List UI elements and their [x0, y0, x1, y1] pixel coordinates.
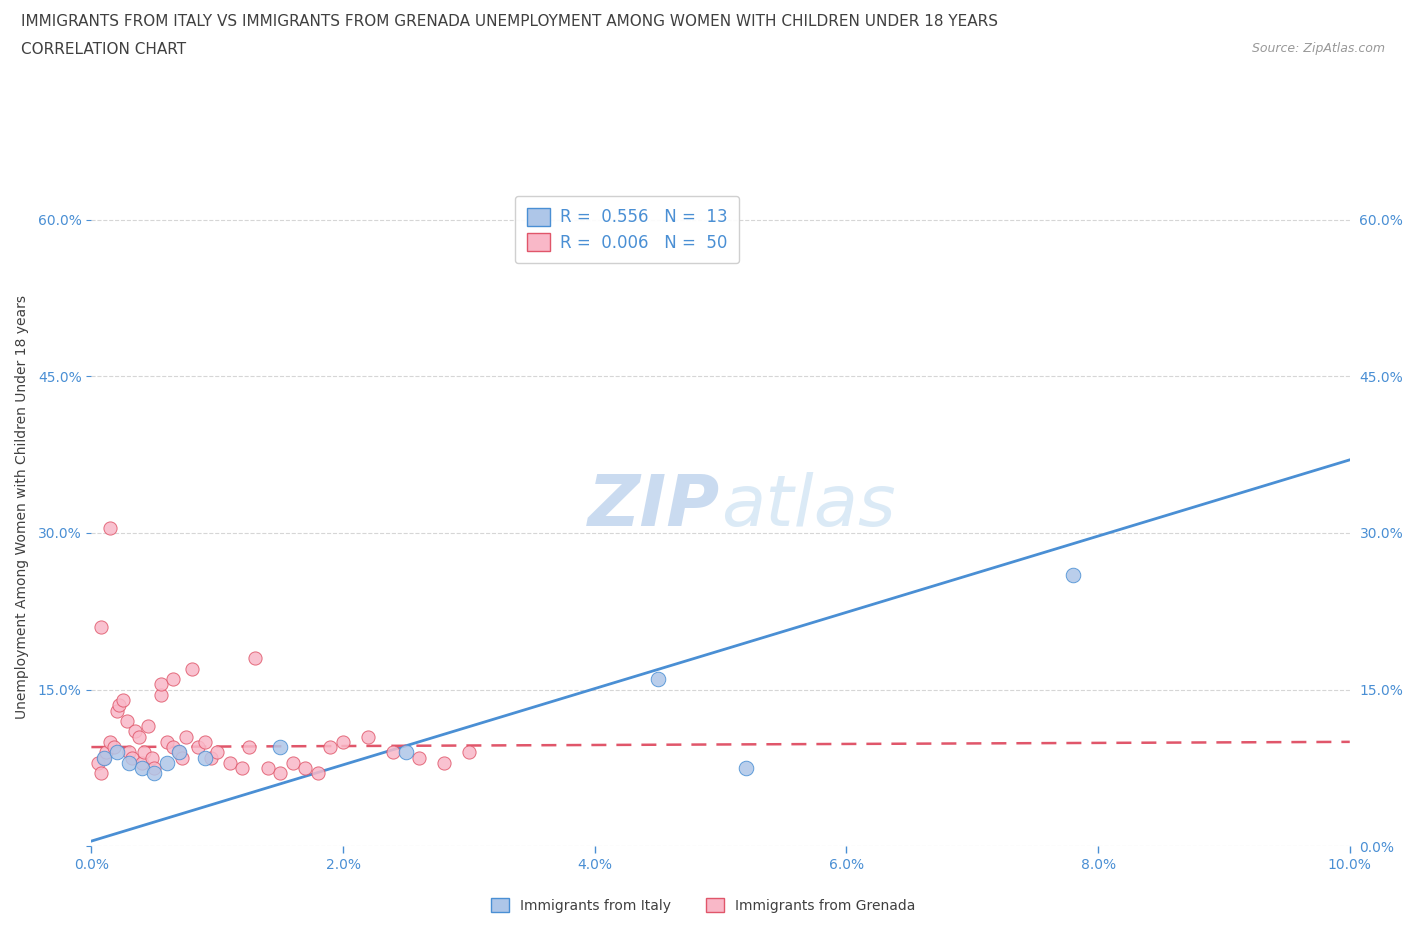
Point	[96, 745, 118, 760]
Point	[169, 745, 191, 760]
Point	[382, 745, 405, 760]
Point	[141, 751, 163, 765]
Point	[187, 739, 209, 754]
Point	[457, 745, 479, 760]
Point	[118, 755, 141, 770]
Point	[93, 751, 115, 765]
Point	[93, 751, 115, 765]
Point	[134, 745, 156, 760]
Point	[98, 735, 121, 750]
Y-axis label: Unemployment Among Women with Children Under 18 years: Unemployment Among Women with Children U…	[15, 295, 30, 719]
Point	[121, 751, 143, 765]
Point	[238, 739, 260, 754]
Point	[433, 755, 456, 770]
Point	[269, 739, 291, 754]
Point	[98, 520, 121, 535]
Text: CORRELATION CHART: CORRELATION CHART	[21, 42, 186, 57]
Point	[86, 755, 108, 770]
Point	[90, 619, 112, 634]
Point	[319, 739, 342, 754]
Point	[647, 671, 669, 686]
Legend: Immigrants from Italy, Immigrants from Grenada: Immigrants from Italy, Immigrants from G…	[485, 893, 921, 919]
Point	[395, 745, 418, 760]
Point	[294, 761, 316, 776]
Point	[200, 751, 222, 765]
Point	[408, 751, 430, 765]
Point	[143, 765, 166, 780]
Point	[128, 729, 150, 744]
Text: Source: ZipAtlas.com: Source: ZipAtlas.com	[1251, 42, 1385, 55]
Point	[194, 751, 217, 765]
Point	[332, 735, 354, 750]
Point	[194, 735, 217, 750]
Point	[156, 735, 179, 750]
Text: atlas: atlas	[720, 472, 896, 541]
Point	[256, 761, 278, 776]
Point	[105, 745, 128, 760]
Point	[307, 765, 329, 780]
Point	[174, 729, 197, 744]
Point	[131, 761, 153, 776]
Point	[205, 745, 228, 760]
Point	[108, 698, 131, 712]
Point	[90, 765, 112, 780]
Point	[281, 755, 304, 770]
Point	[105, 703, 128, 718]
Point	[218, 755, 240, 770]
Point	[103, 739, 125, 754]
Point	[169, 745, 191, 760]
Point	[124, 724, 146, 738]
Point	[162, 739, 184, 754]
Point	[149, 677, 172, 692]
Point	[118, 745, 141, 760]
Point	[111, 693, 134, 708]
Text: IMMIGRANTS FROM ITALY VS IMMIGRANTS FROM GRENADA UNEMPLOYMENT AMONG WOMEN WITH C: IMMIGRANTS FROM ITALY VS IMMIGRANTS FROM…	[21, 14, 998, 29]
Point	[1062, 567, 1084, 582]
Point	[734, 761, 756, 776]
Point	[115, 713, 138, 728]
Point	[131, 755, 153, 770]
Point	[181, 661, 204, 676]
Point	[357, 729, 380, 744]
Point	[269, 765, 291, 780]
Point	[143, 761, 166, 776]
Text: ZIP: ZIP	[588, 472, 720, 541]
Point	[231, 761, 253, 776]
Point	[149, 687, 172, 702]
Point	[170, 751, 193, 765]
Point	[162, 671, 184, 686]
Point	[136, 719, 159, 734]
Point	[156, 755, 179, 770]
Legend: R =  0.556   N =  13, R =  0.006   N =  50: R = 0.556 N = 13, R = 0.006 N = 50	[515, 196, 740, 263]
Point	[243, 651, 266, 666]
